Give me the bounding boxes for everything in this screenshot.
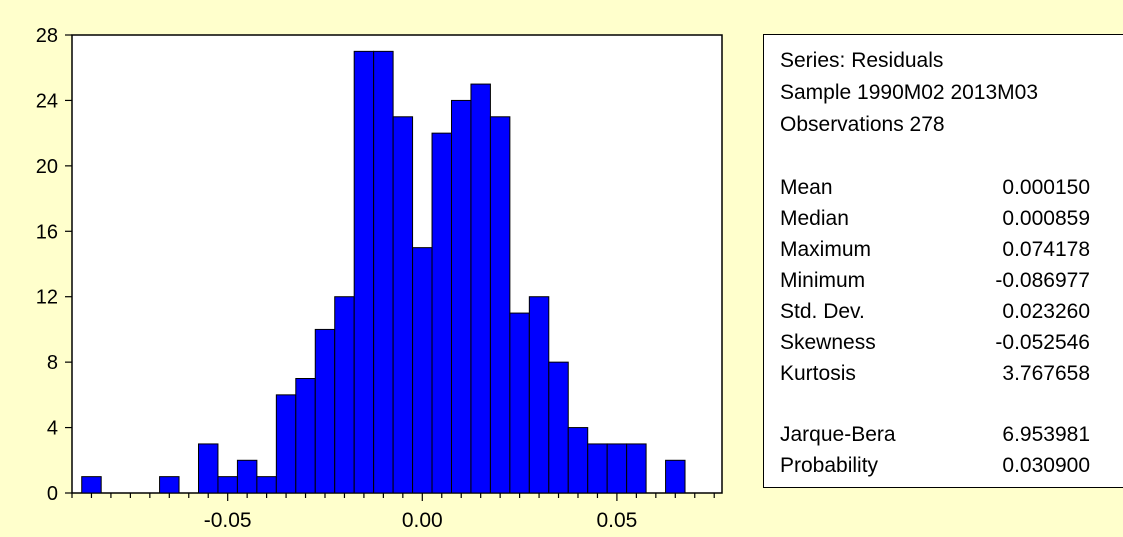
y-tick-label: 28 xyxy=(36,25,58,47)
y-tick-label: 8 xyxy=(47,352,58,374)
stat-label: Skewness xyxy=(780,331,876,354)
x-axis: -0.05 0.00 0.05 xyxy=(71,493,715,532)
histogram-bar xyxy=(528,296,550,494)
histogram-bar xyxy=(236,459,258,494)
histogram-bar xyxy=(412,247,433,494)
histogram-bar xyxy=(314,328,336,494)
x-tick-label: -0.05 xyxy=(204,509,252,532)
stat-label: Median xyxy=(780,207,849,230)
histogram-bar xyxy=(217,476,238,494)
histogram-bar xyxy=(470,83,491,494)
stat-row-median: Median 0.000859 xyxy=(780,207,1090,237)
histogram-bar xyxy=(334,296,355,494)
histogram-bar xyxy=(450,99,472,494)
histogram-bar xyxy=(626,443,647,494)
y-tick-label: 24 xyxy=(36,90,58,112)
histogram-bar xyxy=(295,378,316,494)
histogram-chart: 0 4 8 12 16 20 24 28 -0.05 0.00 0.05 xyxy=(36,25,723,532)
stat-value: -0.052546 xyxy=(995,331,1090,354)
stat-value: 0.000150 xyxy=(1002,176,1090,199)
stat-row-skewness: Skewness -0.052546 xyxy=(780,331,1090,361)
histogram-bar xyxy=(587,443,608,494)
stat-row-probability: Probability 0.030900 xyxy=(780,454,1090,484)
y-tick-label: 0 xyxy=(47,483,58,505)
x-tick-label: 0.05 xyxy=(596,509,637,532)
histogram-bar xyxy=(159,476,180,494)
histogram-bar xyxy=(489,116,511,494)
histogram-bar xyxy=(509,312,530,494)
histogram-bar xyxy=(567,427,589,494)
stat-row-mean: Mean 0.000150 xyxy=(780,176,1090,206)
stat-value: 0.000859 xyxy=(1002,207,1090,230)
y-tick-label: 16 xyxy=(36,221,58,243)
y-tick-label: 4 xyxy=(47,418,58,440)
y-tick-label: 20 xyxy=(36,156,58,178)
histogram-bar xyxy=(548,361,569,494)
stat-row-maximum: Maximum 0.074178 xyxy=(780,238,1090,268)
x-tick-label: 0.00 xyxy=(402,509,443,532)
stat-label: Maximum xyxy=(780,238,872,261)
stat-label: Probability xyxy=(780,454,879,477)
stat-row-minimum: Minimum -0.086977 xyxy=(780,269,1090,299)
stat-label: Std. Dev. xyxy=(780,300,865,323)
histogram-bar xyxy=(392,116,414,494)
histogram-bar xyxy=(606,443,628,494)
stat-value: 0.074178 xyxy=(1002,238,1090,261)
histogram-bar xyxy=(275,394,297,494)
stat-value: 0.030900 xyxy=(1002,454,1090,477)
stat-value: 0.023260 xyxy=(1002,300,1090,323)
histogram-bar xyxy=(256,476,277,494)
sample-label: Sample 1990M02 2013M03 xyxy=(780,81,1039,104)
stat-value: -0.086977 xyxy=(995,269,1090,292)
stat-label: Mean xyxy=(780,176,833,199)
statistics-box: Series: Residuals Sample 1990M02 2013M03… xyxy=(763,34,1123,488)
series-label: Series: Residuals xyxy=(780,49,944,72)
histogram-bar xyxy=(431,132,452,494)
y-axis: 0 4 8 12 16 20 24 28 xyxy=(36,25,72,505)
stat-value: 3.767658 xyxy=(1002,362,1090,385)
histogram-bar xyxy=(81,476,102,494)
stat-label: Minimum xyxy=(780,269,866,292)
stat-label: Kurtosis xyxy=(780,362,856,385)
stat-value: 6.953981 xyxy=(1002,423,1090,446)
stat-row-jarque-bera: Jarque-Bera 6.953981 xyxy=(780,423,1090,453)
histogram-bar xyxy=(353,50,375,494)
observations-label: Observations 278 xyxy=(780,113,945,136)
histogram-bar xyxy=(197,443,219,494)
y-tick-label: 12 xyxy=(36,287,58,309)
stat-row-std-dev: Std. Dev. 0.023260 xyxy=(780,300,1090,330)
histogram-bar xyxy=(373,50,394,494)
stat-label: Jarque-Bera xyxy=(780,423,896,446)
histogram-bar xyxy=(665,459,686,494)
bars-layer xyxy=(81,50,686,494)
stat-row-kurtosis: Kurtosis 3.767658 xyxy=(780,362,1090,392)
